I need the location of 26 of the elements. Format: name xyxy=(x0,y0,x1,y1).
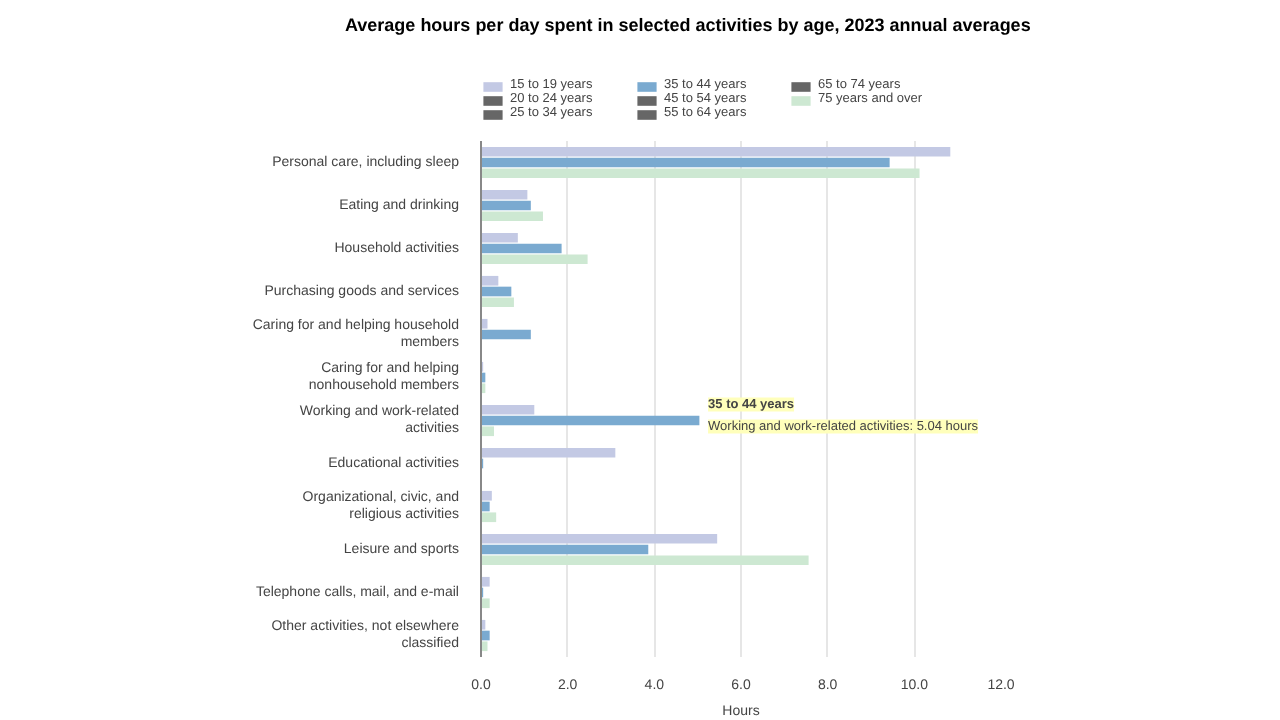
bar xyxy=(481,168,920,179)
bar xyxy=(481,318,488,329)
bar xyxy=(481,275,499,286)
bar xyxy=(481,200,531,211)
chart-title: Average hours per day spent in selected activities by age, 2023 annual averages xyxy=(345,15,1031,35)
bar xyxy=(481,211,543,222)
bar xyxy=(481,297,514,308)
bar xyxy=(481,544,649,555)
bar xyxy=(481,641,488,652)
bar xyxy=(481,576,490,587)
bar xyxy=(481,598,490,609)
bar xyxy=(481,157,890,168)
bar xyxy=(481,415,700,426)
bar xyxy=(481,243,562,254)
bar xyxy=(481,232,518,243)
bar xyxy=(481,146,951,157)
bar xyxy=(481,404,535,415)
bar xyxy=(481,254,588,265)
bar xyxy=(481,555,809,566)
bar xyxy=(481,329,531,340)
bar xyxy=(481,533,718,544)
bar xyxy=(481,189,528,200)
bar xyxy=(481,447,616,458)
bar xyxy=(481,426,494,437)
bar xyxy=(481,512,497,523)
bar xyxy=(481,490,492,501)
